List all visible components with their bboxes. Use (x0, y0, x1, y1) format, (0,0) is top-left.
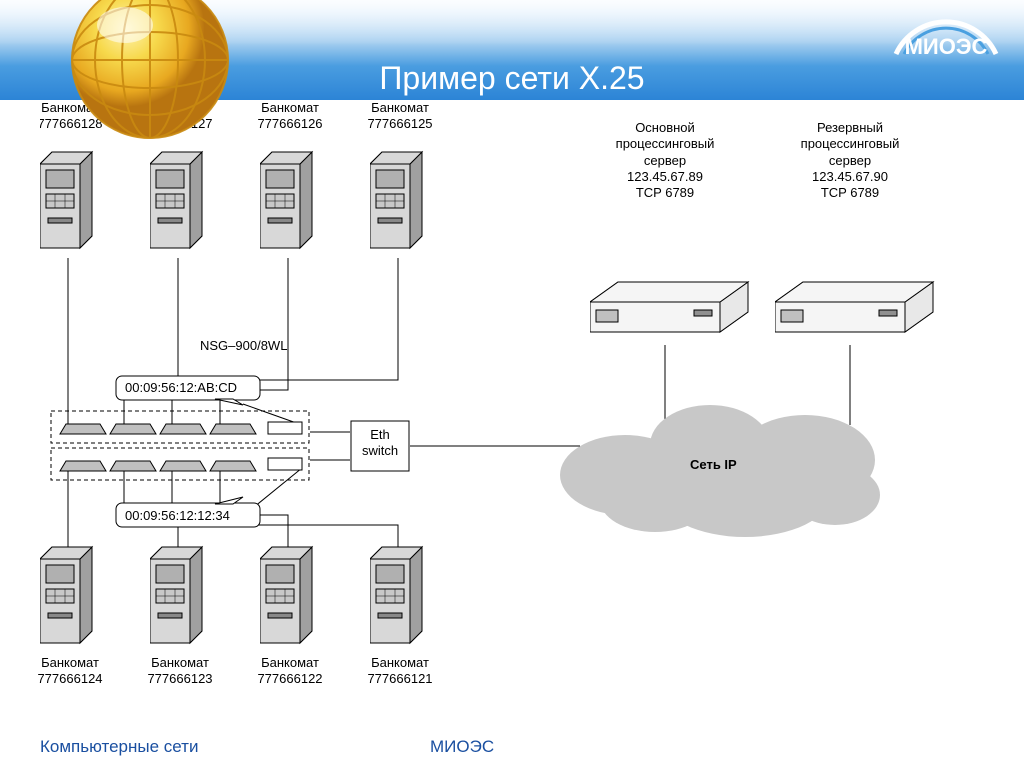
atm-id: 777666126 (257, 116, 322, 131)
atm-icon (260, 535, 316, 655)
eth-switch-label: Eth switch (352, 427, 408, 458)
atm-icon (40, 140, 96, 260)
atm-id: 777666124 (37, 671, 102, 686)
atm-icon (370, 140, 426, 260)
atm-label: Банкомат 777666122 (250, 655, 330, 688)
atm-id: 777666123 (147, 671, 212, 686)
atm-name: Банкомат (261, 100, 319, 115)
atm-name: Банкомат (371, 655, 429, 670)
header-cut (0, 100, 40, 130)
server-icon (775, 250, 935, 350)
slide-title: Пример сети X.25 (0, 60, 1024, 97)
network-diagram: Банкомат 777666128 Банкомат 777666127 Ба… (0, 100, 1024, 720)
server-port: TCP 6789 (821, 185, 879, 200)
cloud-label: Сеть IP (690, 457, 737, 472)
atm-icon (260, 140, 316, 260)
server-title: Основной процессинговый сервер (616, 120, 715, 168)
server-ip: 123.45.67.90 (812, 169, 888, 184)
atm-icon (150, 140, 206, 260)
atm-label: Банкомат 777666123 (140, 655, 220, 688)
atm-icon (150, 535, 206, 655)
switch-model: NSG–900/8WL (200, 338, 287, 353)
atm-id: 777666125 (367, 116, 432, 131)
atm-icon (40, 535, 96, 655)
atm-label: Банкомат 777666125 (360, 100, 440, 133)
server-title: Резервный процессинговый сервер (801, 120, 900, 168)
server-port: TCP 6789 (636, 185, 694, 200)
atm-name: Банкомат (151, 655, 209, 670)
server-label-primary: Основной процессинговый сервер 123.45.67… (580, 120, 750, 201)
server-icon (590, 250, 750, 350)
footer-left: Компьютерные сети (40, 737, 198, 757)
atm-name: Банкомат (261, 655, 319, 670)
mac-bottom: 00:09:56:12:12:34 (125, 508, 230, 523)
switch-icon (50, 410, 320, 490)
mac-top: 00:09:56:12:AB:CD (125, 380, 237, 395)
atm-icon (370, 535, 426, 655)
atm-name: Банкомат (41, 655, 99, 670)
server-label-backup: Резервный процессинговый сервер 123.45.6… (765, 120, 935, 201)
eth-text: Eth switch (362, 427, 398, 458)
atm-label: Банкомат 777666126 (250, 100, 330, 133)
footer-mid: МИОЭС (430, 737, 494, 757)
brand-text: МИОЭС (896, 34, 996, 60)
atm-name: Банкомат (371, 100, 429, 115)
atm-id: 777666121 (367, 671, 432, 686)
atm-label: Банкомат 777666124 (30, 655, 110, 688)
server-ip: 123.45.67.89 (627, 169, 703, 184)
atm-label: Банкомат 777666121 (360, 655, 440, 688)
atm-id: 777666122 (257, 671, 322, 686)
